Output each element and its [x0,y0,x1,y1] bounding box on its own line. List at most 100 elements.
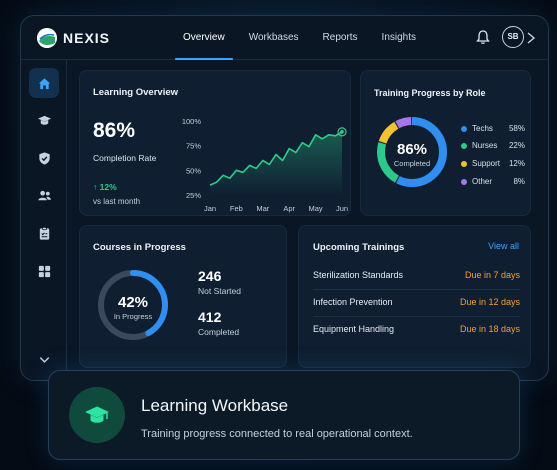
clipboard-icon [39,226,49,240]
x-tick-label: Mar [256,204,269,213]
endpoint-marker [337,127,347,137]
legend-value: 12% [508,159,525,168]
tab-overview[interactable]: Overview [171,16,237,60]
legend-item: Support 12% [461,159,525,169]
legend-value: 22% [508,141,525,150]
training-due: Due in 12 days [459,297,520,307]
chevron-down-icon [39,356,49,363]
training-progress-card: Training Progress by Role 86% Completed … [360,70,531,216]
training-item[interactable]: Infection Prevention Due in 12 days [313,297,520,315]
upcoming-trainings-card: Upcoming Trainings View all Sterilizatio… [298,225,531,368]
legend-dot [461,143,467,149]
sidebar-item-compliance[interactable] [29,143,59,173]
learning-overview-card: Learning Overview 86% Completion Rate ↑ … [79,70,351,216]
delta-value: 12% [99,182,117,192]
y-tick-label: 50% [186,166,201,175]
endpoint-dot [340,130,344,134]
role-donut-chart [377,117,447,187]
courses-card: Courses in Progress 42% In Progress 246 … [79,225,287,368]
training-name: Sterilization Standards [313,270,404,280]
x-tick-label: Feb [230,204,243,213]
x-tick-label: Apr [283,204,295,213]
sidebar-item-home[interactable] [29,68,59,98]
ring-value: 42% [117,294,149,311]
completion-line-chart: 100% 75% 50% 25%Jan Feb Mar Apr May Jun [182,117,348,213]
grid-icon [38,265,50,277]
completed-label: Completed [198,327,240,337]
y-tick-label: 75% [186,142,201,151]
y-tick-label: 25% [186,191,201,200]
card-title: Training Progress by Role [374,88,486,98]
x-tick-label: May [309,204,323,213]
series-line [209,131,343,186]
legend-value: 58% [508,124,525,133]
sidebar [21,60,67,380]
legend-dot [461,161,467,167]
divider [313,316,520,317]
users-icon [37,190,51,200]
donut-segment [377,117,447,187]
sidebar-item-users[interactable] [29,180,59,210]
training-item[interactable]: Equipment Handling Due in 18 days [313,324,520,342]
completion-value: 86% [93,119,136,142]
top-bar: NEXIS Overview Workbases Reports Insight… [21,16,548,60]
sidebar-item-tasks[interactable] [29,218,59,248]
divider [313,289,520,290]
card-title: Courses in Progress [93,242,186,253]
legend-dot [461,126,467,132]
ring-progress [98,270,168,340]
x-tick-label: Jan [204,204,216,213]
training-due: Due in 7 days [464,270,520,280]
training-item[interactable]: Sterilization Standards Due in 7 days [313,270,520,288]
legend-value: 8% [513,177,525,186]
not-started-label: Not Started [198,286,241,296]
arrow-up-icon: ↑ [93,182,98,192]
sidebar-item-learning[interactable] [29,105,59,135]
card-title: Upcoming Trainings [313,242,405,253]
tab-insights[interactable]: Insights [381,32,417,43]
tab-workbases[interactable]: Workbases [248,32,299,43]
legend-dot [461,179,467,185]
legend-label: Techs [472,124,493,133]
card-title: Learning Overview [93,87,179,98]
brand-name: NEXIS [63,30,111,46]
training-name: Equipment Handling [313,324,395,334]
legend-item: Other 8% [461,177,525,187]
workbase-title: Learning Workbase [141,396,289,415]
delta-badge: ↑ 12% [93,182,117,192]
bell-icon[interactable] [475,29,491,45]
sidebar-collapse[interactable] [29,344,59,374]
shield-check-icon [38,151,50,165]
courses-progress-ring [98,270,168,340]
y-tick-label: 100% [182,117,202,126]
ring-label: In Progress [113,312,153,321]
training-due: Due in 18 days [459,324,520,334]
delta-label: vs last month [93,197,141,206]
completion-label: Completion Rate [93,153,157,163]
not-started-value: 246 [198,268,222,284]
avatar[interactable]: SB [502,26,524,48]
legend-label: Support [472,159,501,168]
donut-center-value: 86% [396,141,428,158]
donut-segment [377,117,447,187]
view-all-link[interactable]: View all [488,241,519,251]
sidebar-item-dashboard[interactable] [29,256,59,286]
area-fill [210,131,342,195]
legend-item: Nurses 22% [461,141,525,151]
logo-icon [37,28,57,48]
legend-label: Other [472,177,493,186]
app-window: NEXIS Overview Workbases Reports Insight… [20,15,549,381]
graduation-cap-icon [69,387,125,443]
completed-value: 412 [198,309,222,325]
graduation-cap-icon [37,115,51,125]
tab-reports[interactable]: Reports [322,32,358,43]
home-icon [38,77,50,89]
legend-label: Nurses [472,141,498,150]
main-nav: Overview Workbases Reports Insights [171,16,428,60]
learning-workbase-card: Learning Workbase Training progress conn… [48,370,520,460]
training-name: Infection Prevention [313,297,393,307]
legend-item: Techs 58% [461,124,525,134]
donut-center-label: Completed [393,159,431,168]
chevron-right-icon[interactable] [526,31,536,44]
workbase-subtitle: Training progress connected to real oper… [141,428,413,440]
